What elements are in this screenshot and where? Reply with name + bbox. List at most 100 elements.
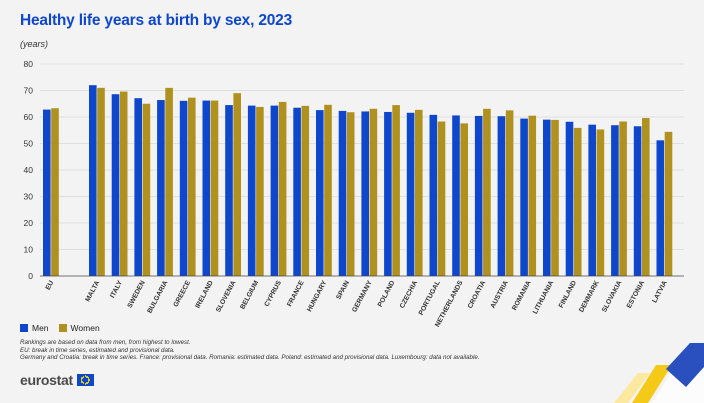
bar-women-greece[interactable]	[188, 97, 196, 276]
bar-men-hungary[interactable]	[316, 110, 324, 276]
bar-men-ireland[interactable]	[202, 100, 211, 276]
footnote-ranking: Rankings are based on data from men, fro…	[20, 339, 191, 346]
x-tick-label: CZECHIA	[399, 280, 419, 310]
bar-men-croatia[interactable]	[474, 115, 483, 276]
bar-women-spain[interactable]	[346, 112, 355, 276]
eurostat-logo[interactable]: eurostat	[20, 372, 94, 388]
x-tick-label: EU	[45, 280, 56, 292]
bar-women-austria[interactable]	[505, 110, 514, 276]
bar-men-cyprus[interactable]	[270, 105, 279, 276]
bar-women-cyprus[interactable]	[278, 101, 287, 277]
x-tick-label: CROATIA	[467, 280, 488, 310]
footnote-countries: Germany and Croatia: break in time serie…	[20, 354, 480, 362]
legend-label-women: Women	[70, 323, 100, 333]
bar-women-romania[interactable]	[528, 115, 537, 276]
legend-swatch-women	[58, 324, 67, 332]
bar-men-slovenia[interactable]	[225, 105, 233, 276]
x-tick-label: LITHUANIA	[532, 280, 555, 316]
x-tick-label: BELGIUM	[239, 279, 260, 310]
x-tick-label: GREECE	[173, 279, 193, 308]
legend-item-men[interactable]: Men	[20, 323, 49, 333]
bar-women-latvia[interactable]	[664, 131, 673, 276]
bar-women-eu[interactable]	[51, 108, 59, 276]
x-axis-labels: EU MALTA ITALY SWEDEN BULGARIA GREECE IRELAND S…	[45, 279, 669, 328]
bar-women-slovakia[interactable]	[619, 121, 627, 276]
bar-men-eu[interactable]	[43, 109, 51, 276]
bar-women-denmark[interactable]	[596, 129, 605, 276]
bar-women-malta[interactable]	[97, 87, 105, 276]
bar-men-slovakia[interactable]	[611, 125, 619, 276]
x-tick-label: LATVIA	[651, 280, 669, 305]
bar-women-sweden[interactable]	[142, 103, 151, 276]
bar-women-estonia[interactable]	[642, 118, 650, 276]
footnotes: Rankings are based on data from men, fro…	[20, 339, 480, 362]
bar-men-bulgaria[interactable]	[157, 100, 165, 276]
x-tick-label: ITALY	[109, 279, 124, 299]
bar-women-lithuania[interactable]	[551, 119, 559, 276]
y-tick-label: 60	[24, 112, 34, 122]
y-tick-label: 80	[24, 59, 34, 69]
x-tick-label: FINLAND	[558, 280, 578, 310]
bar-women-czechia[interactable]	[415, 109, 423, 276]
bar-men-germany[interactable]	[361, 111, 369, 276]
x-tick-label: MALTA	[84, 280, 101, 303]
y-axis-ticks: 0 10 20 30 40 50 60 70 80	[24, 59, 34, 281]
legend-label-men: Men	[32, 323, 49, 333]
bar-women-portugal[interactable]	[437, 121, 446, 276]
bar-men-belgium[interactable]	[247, 105, 256, 276]
x-tick-label: SLOVENIA	[215, 280, 238, 314]
bar-women-ireland[interactable]	[210, 100, 219, 276]
bar-women-germany[interactable]	[369, 108, 378, 276]
bar-men-lithuania[interactable]	[543, 119, 551, 277]
bar-men-denmark[interactable]	[588, 124, 596, 276]
x-tick-label: IRELAND	[194, 280, 214, 310]
bar-women-belgium[interactable]	[256, 106, 264, 277]
bar-men-romania[interactable]	[520, 118, 528, 276]
bar-men-italy[interactable]	[111, 94, 120, 277]
x-tick-label: SLOVAKIA	[601, 280, 623, 314]
x-tick-label: ROMANIA	[511, 280, 532, 312]
bars	[43, 85, 673, 277]
x-tick-label: HUNGARY	[306, 279, 328, 313]
y-tick-label: 40	[24, 165, 34, 175]
chart-title: Healthy life years at birth by sex, 2023	[20, 12, 292, 29]
bar-women-netherlands[interactable]	[460, 123, 468, 276]
bar-men-sweden[interactable]	[134, 98, 142, 276]
bar-men-netherlands[interactable]	[452, 115, 460, 276]
bar-women-finland[interactable]	[573, 127, 582, 277]
y-tick-label: 50	[24, 139, 34, 149]
bar-women-slovenia[interactable]	[233, 93, 241, 277]
bar-women-hungary[interactable]	[324, 104, 332, 276]
bar-men-latvia[interactable]	[656, 140, 665, 276]
legend-swatch-men	[20, 324, 28, 332]
bar-men-poland[interactable]	[384, 111, 392, 276]
bar-women-croatia[interactable]	[483, 108, 491, 276]
y-tick-label: 70	[24, 86, 34, 96]
x-tick-label: DENMARK	[578, 280, 601, 314]
bar-men-greece[interactable]	[179, 100, 188, 277]
y-tick-label: 30	[24, 192, 34, 202]
bar-men-france[interactable]	[293, 107, 301, 276]
bar-women-italy[interactable]	[119, 91, 128, 276]
bar-men-czechia[interactable]	[406, 112, 415, 276]
x-tick-label: SPAIN	[335, 280, 351, 301]
bar-women-poland[interactable]	[392, 105, 400, 276]
bar-men-finland[interactable]	[565, 121, 574, 277]
y-tick-label: 20	[24, 218, 34, 228]
bar-women-bulgaria[interactable]	[165, 87, 173, 276]
bar-men-portugal[interactable]	[429, 114, 438, 276]
bar-men-spain[interactable]	[338, 110, 347, 276]
eu-flag-icon	[76, 374, 94, 386]
bar-women-france[interactable]	[301, 105, 310, 277]
legend: Men Women	[20, 323, 100, 333]
y-tick-label: 10	[24, 245, 34, 255]
bar-men-austria[interactable]	[497, 116, 506, 276]
unit-label: (years)	[20, 39, 49, 49]
x-tick-label: BULGARIA	[146, 280, 169, 315]
bar-men-malta[interactable]	[89, 85, 97, 276]
logo-text: eurostat	[20, 372, 73, 388]
bar-men-estonia[interactable]	[633, 126, 642, 277]
x-tick-label: AUSTRIA	[490, 280, 510, 310]
legend-item-women[interactable]: Women	[58, 323, 100, 333]
